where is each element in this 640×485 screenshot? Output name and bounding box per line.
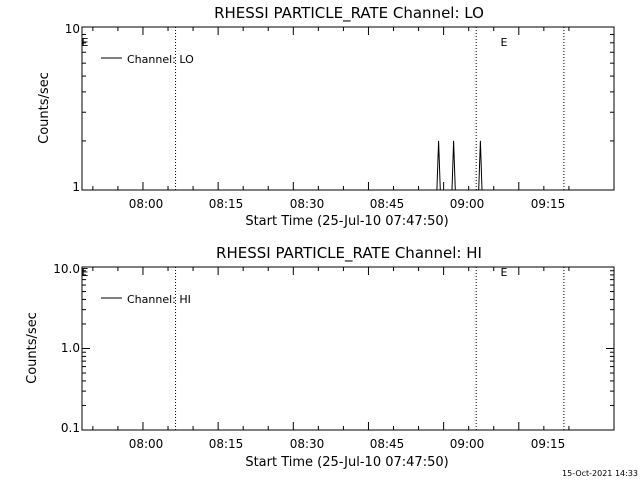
x-tick-label: 08:45: [370, 197, 405, 211]
x-tick-label: 08:15: [209, 197, 244, 211]
y-tick-label: 1.0: [61, 341, 80, 355]
footer-timestamp: 15-Oct-2021 14:33: [562, 469, 638, 478]
chart-panel-lo: RHESSI PARTICLE_RATE Channel: LO Counts/…: [37, 4, 615, 229]
axis-ticks-and-series: [82, 266, 614, 431]
x-tick-label: 08:00: [129, 197, 164, 211]
event-marker-label: E: [82, 266, 89, 279]
x-tick-label: 08:45: [370, 437, 405, 451]
axis-ticks-and-series: [82, 26, 614, 191]
y-tick-label: 10: [65, 22, 80, 36]
y-tick-label: 10.0: [53, 262, 80, 276]
x-tick-label: 09:15: [531, 437, 566, 451]
y-axis-label: Counts/sec: [25, 312, 40, 384]
x-tick-label: 09:15: [531, 197, 566, 211]
x-axis-label: Start Time (25-Jul-10 07:47:50): [245, 455, 448, 470]
legend-label: Channel: HI: [127, 293, 191, 306]
chart-title: RHESSI PARTICLE_RATE Channel: HI: [216, 244, 482, 263]
y-axis-label: Counts/sec: [37, 72, 52, 144]
legend-label: Channel: LO: [127, 53, 194, 66]
event-marker-label: E: [501, 266, 508, 279]
plot-frame: [81, 26, 615, 191]
x-tick-label: 08:30: [290, 197, 325, 211]
y-tick-label: 0.1: [61, 421, 80, 435]
plot-frame: [81, 266, 615, 431]
event-marker-label: E: [501, 36, 508, 49]
series-line: [436, 140, 483, 191]
x-tick-label: 09:00: [450, 437, 485, 451]
x-tick-label: 08:15: [209, 437, 244, 451]
y-tick-label: 1: [72, 180, 80, 194]
x-axis-label: Start Time (25-Jul-10 07:47:50): [245, 214, 448, 229]
x-tick-label: 08:00: [129, 437, 164, 451]
chart-panel-hi: RHESSI PARTICLE_RATE Channel: HI Counts/…: [25, 244, 615, 470]
x-tick-label: 08:30: [290, 437, 325, 451]
chart-title: RHESSI PARTICLE_RATE Channel: LO: [214, 4, 484, 23]
x-tick-label: 09:00: [450, 197, 485, 211]
